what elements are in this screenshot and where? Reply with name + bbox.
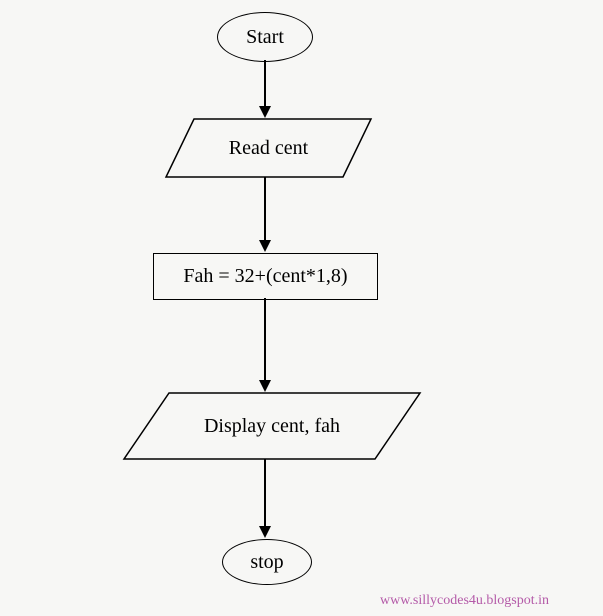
flowchart-io-label-read: Read cent [166, 119, 371, 177]
flowchart-process-calc: Fah = 32+(cent*1,8) [153, 253, 378, 300]
arrow-head-icon [259, 240, 271, 252]
node-label: stop [250, 551, 283, 574]
arrow-head-icon [259, 106, 271, 118]
arrow-head-icon [259, 380, 271, 392]
flowchart-terminal-start: Start [217, 12, 313, 62]
node-label: Fah = 32+(cent*1,8) [183, 265, 347, 288]
flowchart-edge [264, 459, 266, 528]
flowchart-edge [264, 177, 266, 242]
arrow-head-icon [259, 526, 271, 538]
flowchart-terminal-stop: stop [222, 539, 312, 585]
flowchart-io-label-display: Display cent, fah [124, 393, 420, 459]
flowchart-edge [264, 60, 266, 108]
flowchart-container: Start Read cent Fah = 32+(cent*1,8) Display… [0, 0, 603, 616]
flowchart-edge [264, 298, 266, 382]
node-label: Start [246, 26, 284, 49]
watermark: www.sillycodes4u.blogspot.in [380, 593, 549, 609]
node-label: Display cent, fah [204, 415, 340, 438]
node-label: Read cent [229, 137, 308, 160]
